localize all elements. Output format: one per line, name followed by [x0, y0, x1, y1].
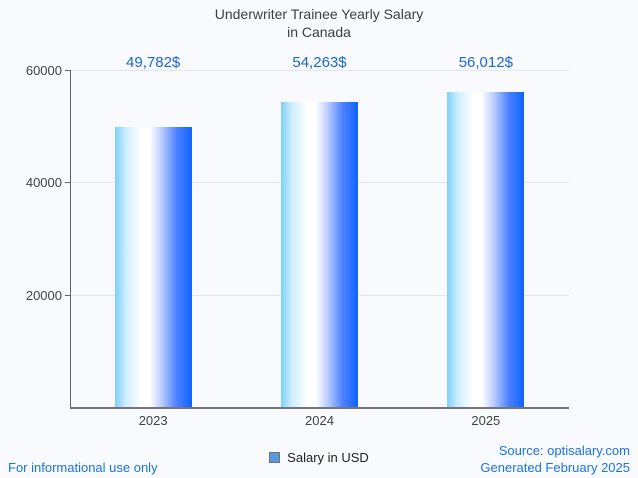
legend-swatch-icon [269, 451, 281, 463]
legend: Salary in USD [0, 449, 638, 465]
x-axis-baseline [70, 407, 569, 409]
x-tick-label: 2025 [471, 413, 501, 428]
y-tick-label: 60000 [25, 63, 62, 78]
source-block: Source: optisalary.com Generated Februar… [480, 442, 630, 476]
chart-title: Underwriter Trainee Yearly Salary in Can… [0, 5, 638, 41]
x-tick-label: 2024 [305, 413, 334, 428]
y-axis-tick [65, 294, 70, 296]
legend-label: Salary in USD [287, 449, 369, 465]
chart-title-line2: in Canada [287, 24, 351, 40]
y-axis-tick [65, 182, 70, 184]
y-axis-line [70, 70, 71, 407]
bar-value-label: 49,782$ [126, 54, 181, 71]
y-tick-label: 20000 [25, 287, 62, 303]
bar-value-label: 54,263$ [292, 54, 347, 71]
disclaimer-text: For informational use only [8, 460, 158, 475]
generated-date: Generated February 2025 [480, 460, 630, 475]
x-tick-label: 2023 [138, 413, 168, 428]
source-link[interactable]: Source: optisalary.com [498, 443, 630, 458]
gridline [70, 70, 569, 71]
chart-title-line1: Underwriter Trainee Yearly Salary [214, 6, 424, 22]
bar-value-label: 56,012$ [458, 54, 513, 71]
bar[interactable] [447, 92, 525, 407]
y-axis-tick [65, 70, 70, 71]
bar[interactable] [281, 102, 358, 407]
y-tick-label: 40000 [25, 175, 62, 191]
bar[interactable] [114, 127, 192, 407]
